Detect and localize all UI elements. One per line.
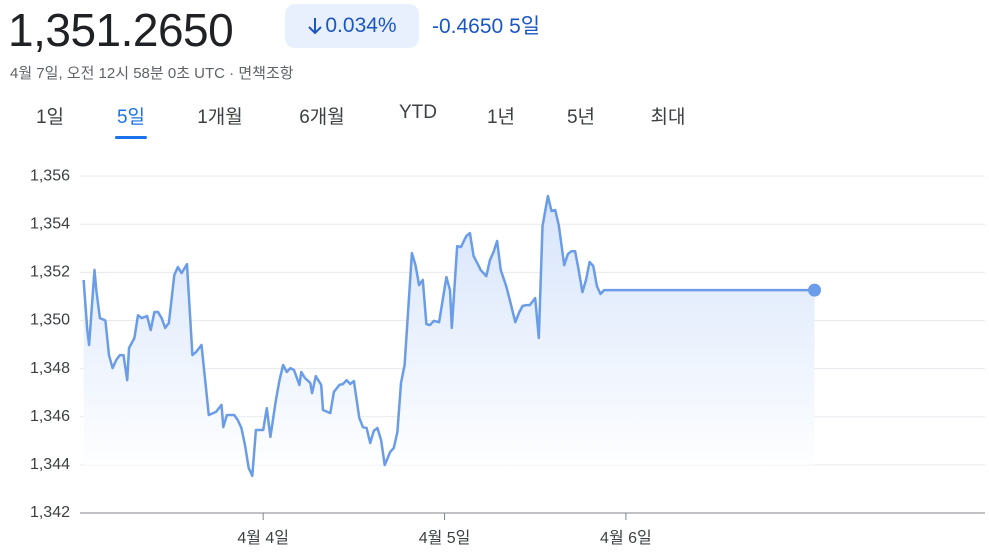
separator: · [229, 65, 235, 82]
disclaimer[interactable]: 면책조항 [238, 65, 294, 82]
range-tab[interactable]: 1일 [35, 107, 65, 128]
range-tab[interactable]: 1개월 [197, 107, 243, 128]
range-tab[interactable]: 5일 [114, 102, 148, 139]
y-tick-label: 1,346 [30, 408, 70, 425]
price: 1,351.2650 [8, 4, 234, 56]
change-badge: 0.034% [285, 4, 419, 48]
last-point [808, 283, 822, 297]
range-tab[interactable]: 5년 [566, 107, 596, 128]
change-value: -0.4650 [432, 15, 504, 38]
range-tab[interactable]: 1년 [486, 107, 516, 128]
y-tick-label: 1,352 [30, 264, 70, 281]
x-tick-label: 4월 4일 [237, 529, 289, 547]
x-tick-label: 4월 6일 [600, 529, 652, 547]
period: 5일 [509, 15, 541, 38]
y-tick-label: 1,342 [30, 504, 70, 521]
area [83, 196, 815, 476]
timestamp: 4월 7일, 오전 12시 58분 0초 UTC [10, 65, 225, 82]
change-percent: 0.034% [325, 14, 397, 37]
y-tick-label: 1,350 [30, 312, 70, 329]
range-tab[interactable]: YTD [399, 102, 437, 123]
range-tab[interactable]: 최대 [650, 107, 686, 128]
y-tick-label: 1,354 [30, 215, 70, 232]
down-arrow-icon [308, 18, 323, 35]
range-tab[interactable]: 6개월 [299, 107, 345, 128]
y-tick-label: 1,344 [30, 456, 70, 473]
subtitle: 4월 7일, 오전 12시 58분 0초 UTC · 면책조항 [10, 62, 294, 83]
y-tick-label: 1,356 [30, 167, 70, 184]
line [82, 194, 815, 478]
y-tick-label: 1,348 [30, 360, 70, 377]
change: -0.4650 5일 [432, 10, 540, 40]
x-tick-label: 4월 5일 [419, 529, 471, 547]
